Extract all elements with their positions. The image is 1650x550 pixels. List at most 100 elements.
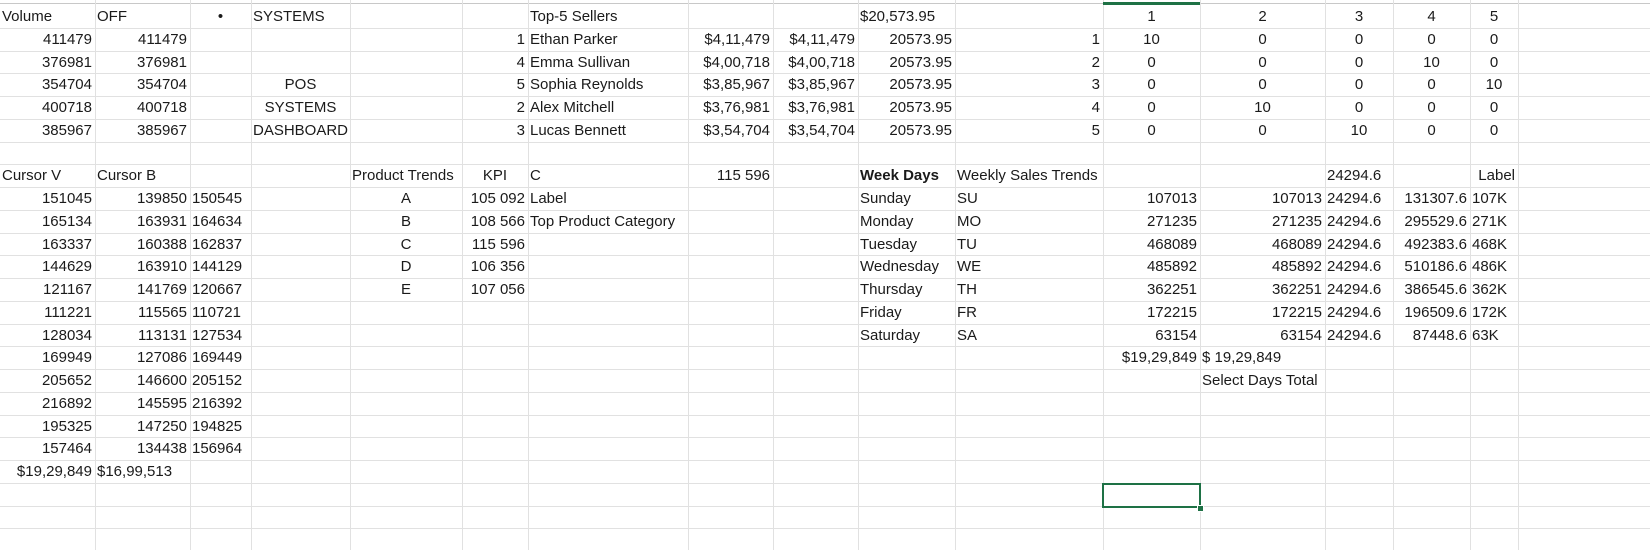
cell-L4[interactable]: 0: [1147, 76, 1156, 93]
cell-A21[interactable]: $19,29,849: [16, 463, 92, 480]
cell-C17[interactable]: 205152: [192, 372, 243, 389]
cell-A5[interactable]: 400718: [41, 99, 92, 116]
cell-E8[interactable]: Product Trends: [352, 167, 454, 184]
cell-E12[interactable]: D: [400, 258, 412, 275]
cell-A19[interactable]: 195325: [41, 418, 92, 435]
cell-O6[interactable]: 0: [1427, 122, 1436, 139]
cell-M13[interactable]: 362251: [1271, 281, 1322, 298]
cell-N14[interactable]: 24294.6: [1327, 304, 1382, 321]
cell-J4[interactable]: 20573.95: [889, 76, 952, 93]
cell-O11[interactable]: 492383.6: [1404, 236, 1467, 253]
cell-F13[interactable]: 107 056: [470, 281, 525, 298]
cell-C10[interactable]: 164634: [192, 213, 243, 230]
cell-C12[interactable]: 144129: [192, 258, 243, 275]
cell-J11[interactable]: Tuesday: [860, 236, 917, 253]
cell-E10[interactable]: B: [400, 213, 411, 230]
cell-M9[interactable]: 107013: [1271, 190, 1322, 207]
cell-B20[interactable]: 134438: [136, 440, 187, 457]
cell-O1[interactable]: 4: [1427, 8, 1436, 25]
cell-M14[interactable]: 172215: [1271, 304, 1322, 321]
cell-A10[interactable]: 165134: [41, 213, 92, 230]
cell-E13[interactable]: E: [400, 281, 411, 298]
cell-M6[interactable]: 0: [1258, 122, 1267, 139]
cell-G8[interactable]: C: [530, 167, 541, 184]
cell-O2[interactable]: 0: [1427, 31, 1436, 48]
cell-G10[interactable]: Top Product Category: [530, 213, 676, 230]
cell-P14[interactable]: 172K: [1472, 304, 1508, 321]
cell-C14[interactable]: 110721: [192, 304, 241, 321]
cell-H3[interactable]: $4,00,718: [703, 54, 770, 71]
cell-B10[interactable]: 163931: [136, 213, 187, 230]
cell-A1[interactable]: Volume: [2, 8, 53, 25]
cell-C20[interactable]: 156964: [192, 440, 243, 457]
cell-A17[interactable]: 205652: [41, 372, 92, 389]
cell-L15[interactable]: 63154: [1155, 327, 1197, 344]
cell-J10[interactable]: Monday: [860, 213, 914, 230]
cell-I5[interactable]: $3,76,981: [788, 99, 855, 116]
cell-G9[interactable]: Label: [530, 190, 567, 207]
cell-J1[interactable]: $20,573.95: [860, 8, 936, 25]
cell-O13[interactable]: 386545.6: [1404, 281, 1467, 298]
cell-E9[interactable]: A: [400, 190, 411, 207]
cell-J15[interactable]: Saturday: [860, 327, 921, 344]
cell-O5[interactable]: 0: [1427, 99, 1436, 116]
cell-I2[interactable]: $4,11,479: [789, 31, 855, 48]
cell-F11[interactable]: 115 596: [471, 236, 525, 253]
cell-C18[interactable]: 216392: [192, 395, 243, 412]
cell-K2[interactable]: 1: [1091, 31, 1100, 48]
cell-D1[interactable]: SYSTEMS: [253, 8, 325, 25]
cell-I6[interactable]: $3,54,704: [788, 122, 855, 139]
cell-K4[interactable]: 3: [1091, 76, 1100, 93]
cell-J2[interactable]: 20573.95: [889, 31, 952, 48]
cell-C13[interactable]: 120667: [192, 281, 243, 298]
cell-M5[interactable]: 10: [1254, 99, 1271, 116]
cell-F12[interactable]: 106 356: [470, 258, 525, 275]
cell-E11[interactable]: C: [400, 236, 412, 253]
cell-I3[interactable]: $4,00,718: [788, 54, 855, 71]
cell-B19[interactable]: 147250: [136, 418, 187, 435]
cell-P3[interactable]: 0: [1489, 54, 1499, 71]
cell-F10[interactable]: 108 566: [470, 213, 525, 230]
cell-H5[interactable]: $3,76,981: [703, 99, 770, 116]
cell-L6[interactable]: 0: [1147, 122, 1156, 139]
cell-J6[interactable]: 20573.95: [889, 122, 952, 139]
cell-N10[interactable]: 24294.6: [1327, 213, 1382, 230]
cell-M1[interactable]: 2: [1258, 8, 1267, 25]
cell-G5[interactable]: Alex Mitchell: [530, 99, 615, 116]
cell-K5[interactable]: 4: [1091, 99, 1100, 116]
cell-A6[interactable]: 385967: [41, 122, 92, 139]
cell-L3[interactable]: 0: [1147, 54, 1156, 71]
cell-K8[interactable]: Weekly Sales Trends: [957, 167, 1098, 184]
cell-K12[interactable]: WE: [957, 258, 982, 275]
cell-L16[interactable]: $19,29,849: [1121, 349, 1197, 366]
cell-B18[interactable]: 145595: [136, 395, 187, 412]
cell-M3[interactable]: 0: [1258, 54, 1267, 71]
cell-B21[interactable]: $16,99,513: [97, 463, 173, 480]
cell-O15[interactable]: 87448.6: [1412, 327, 1467, 344]
cell-A16[interactable]: 169949: [41, 349, 92, 366]
cell-F6[interactable]: 3: [516, 122, 525, 139]
cell-D5[interactable]: SYSTEMS: [264, 99, 337, 116]
cell-A3[interactable]: 376981: [41, 54, 92, 71]
cell-B5[interactable]: 400718: [136, 99, 187, 116]
cell-N4[interactable]: 0: [1354, 76, 1364, 93]
cell-J12[interactable]: Wednesday: [860, 258, 939, 275]
cell-B2[interactable]: 411479: [138, 31, 187, 48]
cell-G4[interactable]: Sophia Reynolds: [530, 76, 644, 93]
cell-P1[interactable]: 5: [1489, 8, 1499, 25]
cell-J5[interactable]: 20573.95: [889, 99, 952, 116]
cell-C19[interactable]: 194825: [192, 418, 243, 435]
cell-A11[interactable]: 163337: [41, 236, 92, 253]
cell-N12[interactable]: 24294.6: [1327, 258, 1382, 275]
cell-A12[interactable]: 144629: [41, 258, 92, 275]
cell-M11[interactable]: 468089: [1271, 236, 1322, 253]
cell-K9[interactable]: SU: [957, 190, 978, 207]
cell-F9[interactable]: 105 092: [470, 190, 525, 207]
cell-A18[interactable]: 216892: [41, 395, 92, 412]
cell-H4[interactable]: $3,85,967: [703, 76, 770, 93]
cell-N3[interactable]: 0: [1354, 54, 1364, 71]
cell-O14[interactable]: 196509.6: [1404, 304, 1467, 321]
cell-G2[interactable]: Ethan Parker: [530, 31, 618, 48]
cell-P5[interactable]: 0: [1489, 99, 1499, 116]
cell-J13[interactable]: Thursday: [860, 281, 923, 298]
